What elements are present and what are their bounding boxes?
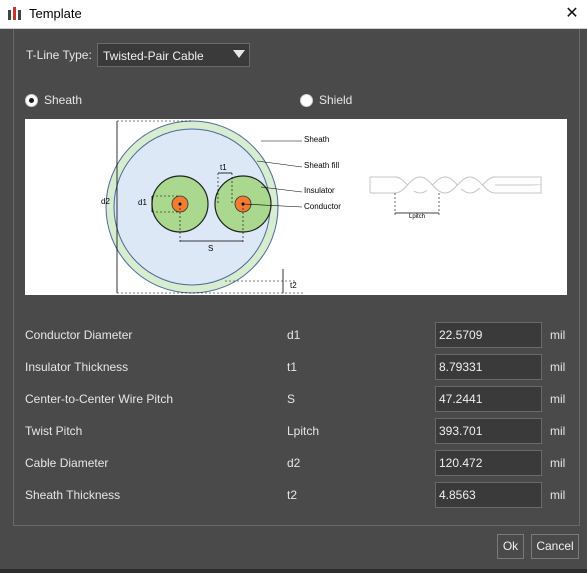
cable-cross-section-svg (105, 120, 542, 294)
param-unit: mil (550, 328, 566, 342)
insulator-thickness-input[interactable]: 8.79331 (435, 354, 542, 380)
cable-diameter-input[interactable]: 120.472 (435, 450, 542, 476)
param-unit: mil (550, 424, 566, 438)
twist-pitch-input[interactable]: 393.701 (435, 418, 542, 444)
title-bar: Template ✕ (0, 0, 587, 29)
param-unit: mil (550, 360, 566, 374)
param-name: Insulator Thickness (25, 360, 129, 374)
close-icon[interactable]: ✕ (565, 5, 579, 22)
content-frame (13, 29, 580, 526)
param-row: Twist Pitch Lpitch 393.701 mil (0, 418, 587, 444)
label-d1: d1 (138, 198, 147, 207)
label-d2: d2 (101, 197, 110, 206)
radio-button-unchecked[interactable] (300, 94, 313, 107)
param-name: Twist Pitch (25, 424, 83, 438)
label-sheath: Sheath (304, 135, 330, 144)
conductor-diameter-input[interactable]: 22.5709 (435, 322, 542, 348)
param-symbol: t2 (287, 488, 298, 502)
window-title: Template (29, 6, 82, 21)
tline-type-label: T-Line Type: (26, 48, 92, 62)
param-row: Conductor Diameter d1 22.5709 mil (0, 322, 587, 348)
label-s: S (208, 244, 214, 253)
tline-type-select[interactable]: Twisted-Pair Cable (97, 43, 250, 67)
param-unit: mil (550, 392, 566, 406)
app-icon (8, 7, 21, 20)
window-bottom-edge (0, 569, 587, 573)
param-symbol: Lpitch (287, 424, 320, 438)
sheath-thickness-input[interactable]: 4.8563 (435, 482, 542, 508)
param-name: Sheath Thickness (25, 488, 121, 502)
label-t2: t2 (290, 281, 297, 290)
twisted-pair-side-view (369, 176, 542, 194)
param-symbol: t1 (287, 360, 298, 374)
param-unit: mil (550, 488, 566, 502)
sheath-radio-label: Sheath (44, 93, 83, 107)
radio-button-checked[interactable] (25, 94, 38, 107)
label-lpitch: Lpitch (409, 214, 426, 220)
param-symbol: S (287, 392, 296, 406)
param-row: Center-to-Center Wire Pitch S 47.2441 mi… (0, 386, 587, 412)
param-row: Sheath Thickness t2 4.8563 mil (0, 482, 587, 508)
param-symbol: d2 (287, 456, 301, 470)
cable-diagram: Sheath Sheath fill Insulator Conductor t… (25, 119, 567, 295)
shield-radio-label: Shield (319, 93, 353, 107)
param-row: Cable Diameter d2 120.472 mil (0, 450, 587, 476)
label-insulator: Insulator (304, 186, 335, 195)
tline-type-value: Twisted-Pair Cable (103, 49, 204, 63)
param-symbol: d1 (287, 328, 301, 342)
param-name: Conductor Diameter (25, 328, 133, 342)
param-unit: mil (550, 456, 566, 470)
wire-pitch-input[interactable]: 47.2441 (435, 386, 542, 412)
param-row: Insulator Thickness t1 8.79331 mil (0, 354, 587, 380)
label-sheath-fill: Sheath fill (304, 161, 340, 170)
chevron-down-icon[interactable] (233, 50, 245, 58)
param-name: Cable Diameter (25, 456, 109, 470)
cancel-button[interactable]: Cancel (531, 534, 579, 559)
label-conductor: Conductor (304, 202, 341, 211)
label-t1: t1 (220, 163, 227, 172)
param-name: Center-to-Center Wire Pitch (25, 392, 174, 406)
ok-button[interactable]: Ok (497, 534, 524, 559)
